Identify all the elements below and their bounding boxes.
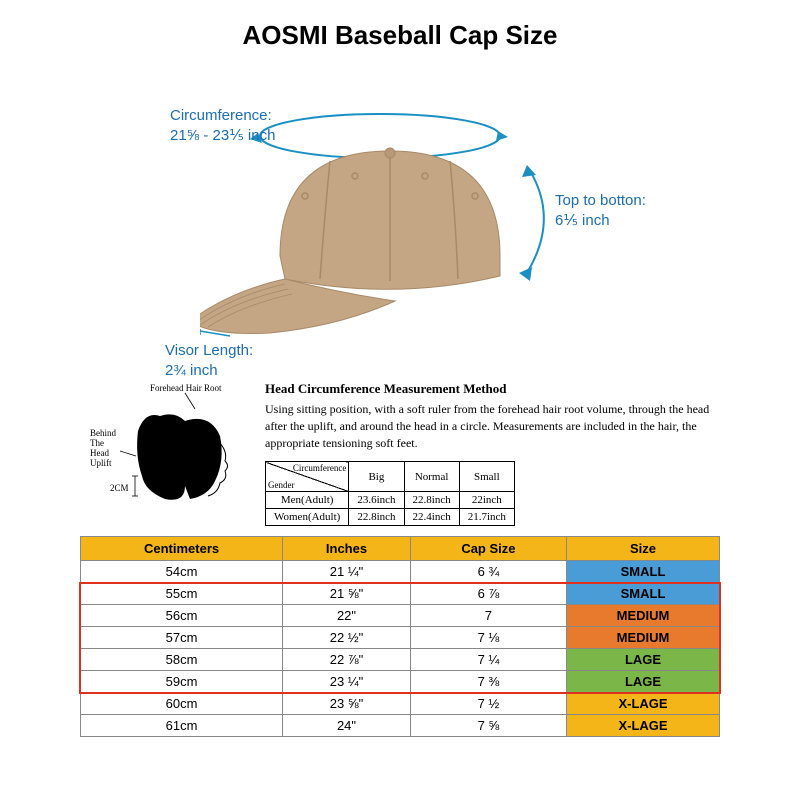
cap-diagram: Circumference: 21⅝ - 23⅕ inch Top to bot…	[50, 71, 750, 371]
size-chart-table: Centimeters Inches Cap Size Size 54cm21 …	[80, 536, 720, 737]
forehead-label: Forehead Hair Root	[150, 383, 222, 393]
svg-text:Behind: Behind	[90, 428, 116, 438]
visor-label: Visor Length: 2¾ inch	[165, 341, 253, 380]
table-row: 55cm21 ⅝"6 ⅞SMALL	[81, 583, 720, 605]
table-row: 56cm22"7MEDIUM	[81, 605, 720, 627]
svg-text:Head: Head	[90, 448, 109, 458]
circumference-label: Circumference: 21⅝ - 23⅕ inch	[170, 106, 275, 145]
table-row: 57cm22 ½"7 ⅛MEDIUM	[81, 627, 720, 649]
page-title: AOSMI Baseball Cap Size	[50, 20, 750, 51]
table-row: 60cm23 ⅝"7 ½X-LAGE	[81, 693, 720, 715]
method-title: Head Circumference Measurement Method	[265, 381, 710, 397]
table-row: 58cm22 ⅞"7 ¼LAGE	[81, 649, 720, 671]
gender-circumference-table: Circumference Gender Big Normal Small Me…	[265, 461, 515, 526]
table-row: 59cm23 ¼"7 ⅜LAGE	[81, 671, 720, 693]
table-row: 61cm24"7 ⅝X-LAGE	[81, 715, 720, 737]
top-bottom-label: Top to botton: 6⅕ inch	[555, 191, 646, 230]
method-description: Using sitting position, with a soft rule…	[265, 401, 710, 451]
svg-text:Uplift: Uplift	[90, 458, 112, 468]
table-row: 54cm21 ¼"6 ¾SMALL	[81, 561, 720, 583]
svg-text:2CM: 2CM	[110, 483, 129, 493]
svg-text:The: The	[90, 438, 104, 448]
head-measurement-diagram: Forehead Hair Root Behind The Head Uplif…	[90, 381, 250, 526]
